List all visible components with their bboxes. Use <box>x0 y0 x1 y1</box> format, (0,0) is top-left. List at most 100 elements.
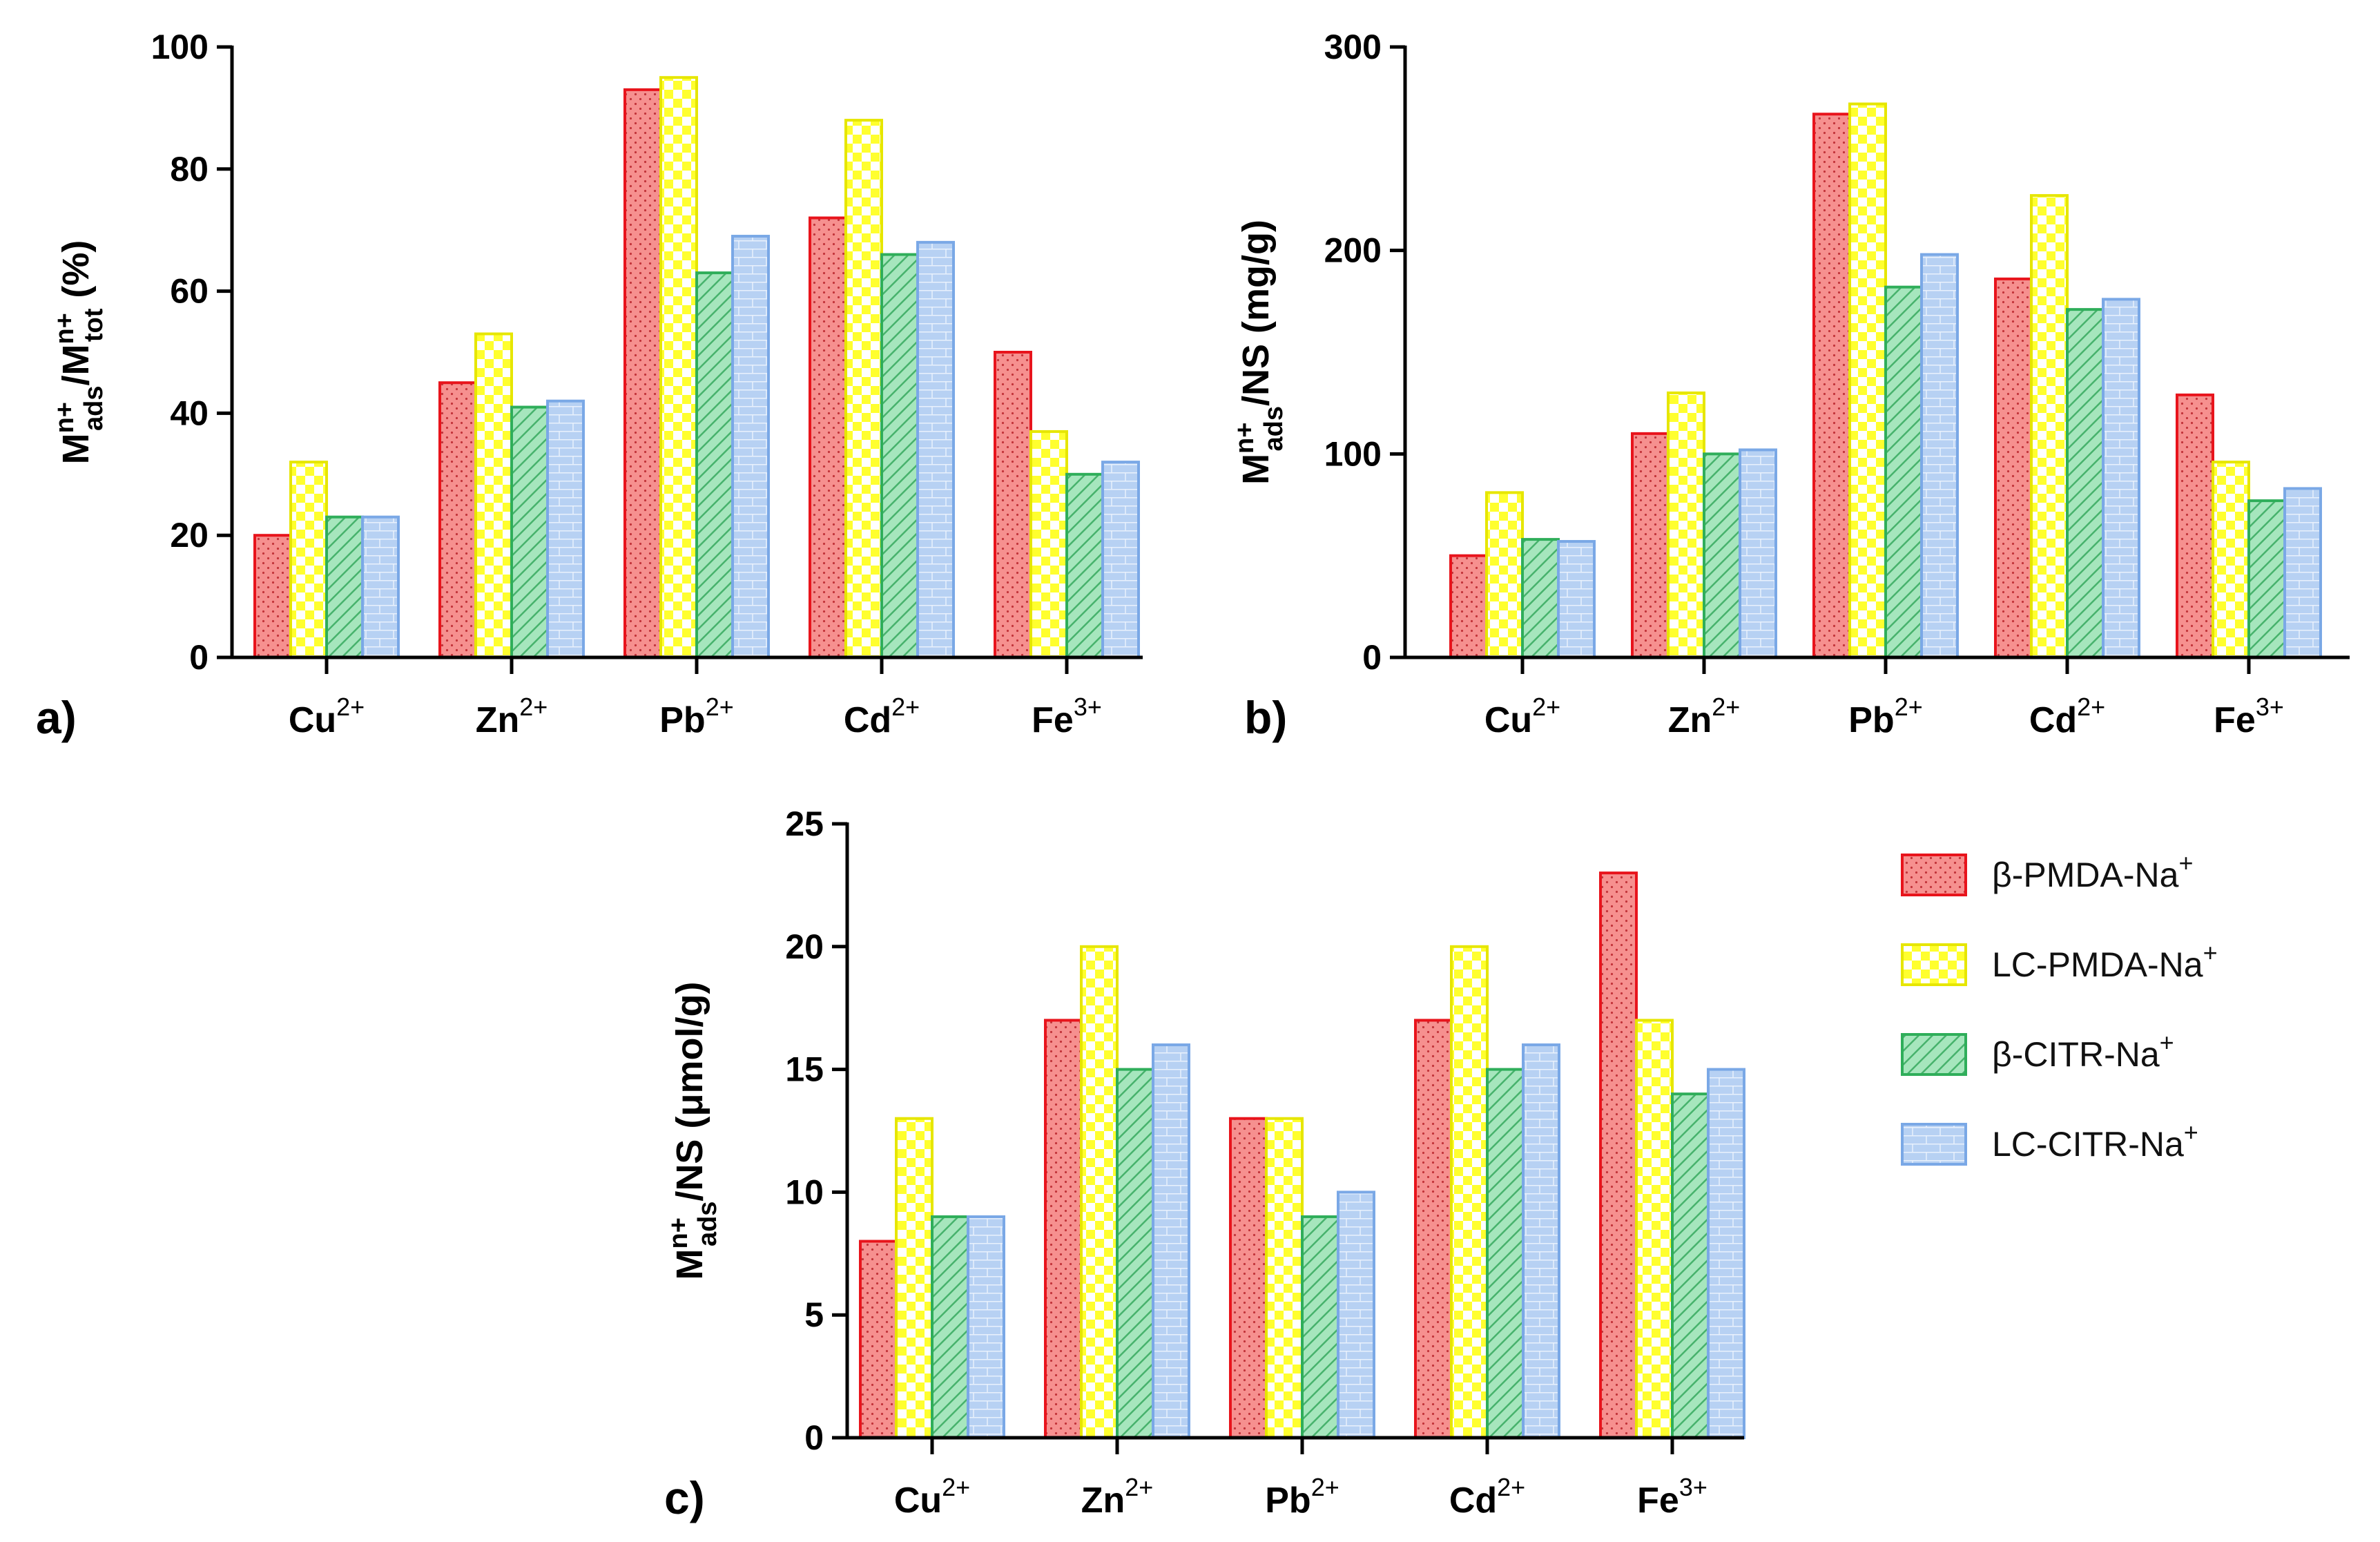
bar-c-beta-pmda-cd <box>1414 1019 1453 1439</box>
legend-label-beta-citr: β-CITR-Na+ <box>1992 1028 2174 1074</box>
y-tick-label-c-15: 15 <box>785 1050 824 1089</box>
bar-c-beta-citr-pb <box>1301 1215 1339 1439</box>
bar-b-lc-pmda-fe <box>2212 461 2250 659</box>
bar-c-lc-pmda-zn <box>1080 945 1119 1440</box>
chart-panel-b: 0 100 200 300 Cu2+ Zn2+ Pb2+ Cd2+ Fe3+ Mn+ads/NS … <box>1230 28 2350 743</box>
y-tick-label-a-20: 20 <box>170 516 209 555</box>
legend: β-PMDA-Na+ LC-PMDA-Na+ β-CITR-Na+ LC-CITR-N… <box>1901 849 2218 1166</box>
legend-swatch-lc-citr <box>1901 1123 1967 1166</box>
bar-a-beta-pmda-cd <box>809 216 847 659</box>
bar-a-beta-pmda-cu <box>253 534 292 659</box>
x-tick-label-c-cu: Cu2+ <box>894 1473 970 1521</box>
x-tick-label-a-zn: Zn2+ <box>476 693 548 740</box>
bar-b-beta-pmda-zn <box>1631 432 1670 659</box>
bar-a-beta-pmda-zn <box>438 381 477 659</box>
x-tick-label-c-pb: Pb2+ <box>1265 1473 1339 1521</box>
bar-c-beta-citr-zn <box>1116 1068 1154 1439</box>
bar-c-beta-pmda-pb <box>1229 1117 1268 1439</box>
panel-letter-c: c) <box>664 1472 705 1523</box>
y-tick-label-a-60: 60 <box>170 272 209 311</box>
y-tick-label-b-200: 200 <box>1324 231 1382 270</box>
panel-letter-b: b) <box>1244 692 1287 743</box>
bar-c-lc-citr-cu <box>967 1215 1005 1439</box>
bar-c-lc-pmda-cd <box>1450 945 1489 1440</box>
x-tick-label-c-cd: Cd2+ <box>1449 1473 1525 1521</box>
bar-a-beta-citr-zn <box>510 405 549 659</box>
bar-a-beta-citr-fe <box>1065 472 1104 659</box>
bar-c-lc-citr-fe <box>1707 1068 1745 1439</box>
y-axis-label-a: Mn+ads/Mn+tot (%) <box>50 240 108 465</box>
bar-a-beta-citr-pb <box>695 271 734 659</box>
bar-b-lc-pmda-zn <box>1667 391 1705 659</box>
y-tick-label-b-300: 300 <box>1324 28 1382 66</box>
bar-a-lc-pmda-zn <box>474 332 513 659</box>
bar-c-lc-pmda-fe <box>1635 1019 1674 1439</box>
y-tick-label-c-5: 5 <box>804 1295 824 1334</box>
bar-c-beta-pmda-fe <box>1599 871 1638 1439</box>
bar-c-lc-pmda-pb <box>1265 1117 1304 1439</box>
bar-a-lc-pmda-pb <box>659 76 698 659</box>
bar-a-lc-citr-fe <box>1101 461 1140 659</box>
legend-swatch-beta-citr <box>1901 1033 1967 1076</box>
bar-b-beta-pmda-cd <box>1994 277 2033 659</box>
x-tick-label-b-cu: Cu2+ <box>1484 693 1560 740</box>
bar-a-lc-citr-cu <box>361 515 400 659</box>
bar-b-lc-citr-cd <box>2102 298 2140 659</box>
y-tick-label-c-0: 0 <box>804 1418 824 1457</box>
bar-a-beta-citr-cd <box>880 253 919 659</box>
legend-label-lc-citr: LC-CITR-Na+ <box>1992 1118 2198 1164</box>
bar-b-beta-citr-cu <box>1521 538 1560 659</box>
y-tick-label-a-40: 40 <box>170 394 209 432</box>
x-tick-label-c-zn: Zn2+ <box>1081 1473 1154 1521</box>
y-tick-label-b-0: 0 <box>1362 638 1382 677</box>
x-tick-label-c-fe: Fe3+ <box>1637 1473 1707 1521</box>
y-tick-label-c-20: 20 <box>785 927 824 966</box>
bar-a-lc-citr-zn <box>546 399 585 659</box>
bar-c-beta-citr-cd <box>1486 1068 1525 1439</box>
bar-c-lc-citr-cd <box>1522 1043 1560 1440</box>
chart-panel-c: 0 5 10 15 20 25 Cu2+ Zn2+ Pb2+ Cd2+ Fe3+ Mn+ads/NS … <box>664 804 1745 1523</box>
y-axis-label-b: Mn+ads/NS (mg/g) <box>1230 220 1288 485</box>
x-tick-label-b-zn: Zn2+ <box>1668 693 1741 740</box>
bar-b-beta-pmda-cu <box>1449 554 1488 659</box>
bar-c-beta-citr-fe <box>1671 1092 1710 1440</box>
bar-a-beta-pmda-fe <box>994 351 1032 659</box>
bar-c-beta-pmda-cu <box>859 1240 898 1440</box>
legend-label-lc-pmda: LC-PMDA-Na+ <box>1992 938 2218 984</box>
bar-c-lc-citr-zn <box>1152 1043 1190 1440</box>
bar-b-beta-citr-cd <box>2066 308 2105 659</box>
bar-b-lc-pmda-pb <box>1848 102 1887 659</box>
x-tick-label-b-fe: Fe3+ <box>2214 693 2284 740</box>
y-tick-label-a-80: 80 <box>170 150 209 189</box>
legend-label-beta-pmda: β-PMDA-Na+ <box>1992 849 2193 894</box>
bar-b-beta-pmda-pb <box>1812 113 1851 659</box>
x-tick-label-b-cd: Cd2+ <box>2029 693 2105 740</box>
y-tick-label-c-25: 25 <box>785 804 824 843</box>
x-tick-label-a-fe: Fe3+ <box>1032 693 1102 740</box>
legend-swatch-lc-pmda <box>1901 943 1967 986</box>
bar-a-lc-pmda-cd <box>844 119 883 659</box>
bar-a-lc-citr-cd <box>916 240 955 659</box>
bar-a-lc-pmda-cu <box>289 461 328 659</box>
bar-b-beta-citr-zn <box>1703 452 1741 659</box>
bar-a-beta-citr-cu <box>325 515 364 659</box>
y-tick-label-b-100: 100 <box>1324 434 1382 473</box>
bar-c-lc-pmda-cu <box>895 1117 933 1439</box>
y-tick-label-a-0: 0 <box>189 638 209 677</box>
x-tick-label-b-pb: Pb2+ <box>1848 693 1923 740</box>
y-tick-label-c-10: 10 <box>785 1173 824 1211</box>
x-tick-label-a-cu: Cu2+ <box>289 693 365 740</box>
bar-b-lc-citr-cu <box>1557 540 1596 659</box>
bar-b-lc-citr-zn <box>1739 448 1777 659</box>
x-tick-label-a-cd: Cd2+ <box>844 693 920 740</box>
bar-a-beta-pmda-pb <box>623 88 662 659</box>
chart-panel-a: 0 20 40 60 80 100 Cu2+ Zn2+ Pb2+ Cd2+ Fe3+ Mn+ads/M… <box>36 28 1143 743</box>
x-tick-label-a-pb: Pb2+ <box>659 693 734 740</box>
bar-b-beta-citr-pb <box>1884 285 1923 659</box>
bar-b-lc-pmda-cu <box>1485 491 1524 659</box>
bar-c-beta-pmda-zn <box>1044 1019 1083 1439</box>
legend-swatch-beta-pmda <box>1901 854 1967 896</box>
bar-b-lc-citr-fe <box>2283 487 2322 659</box>
y-tick-label-a-100: 100 <box>151 28 209 66</box>
